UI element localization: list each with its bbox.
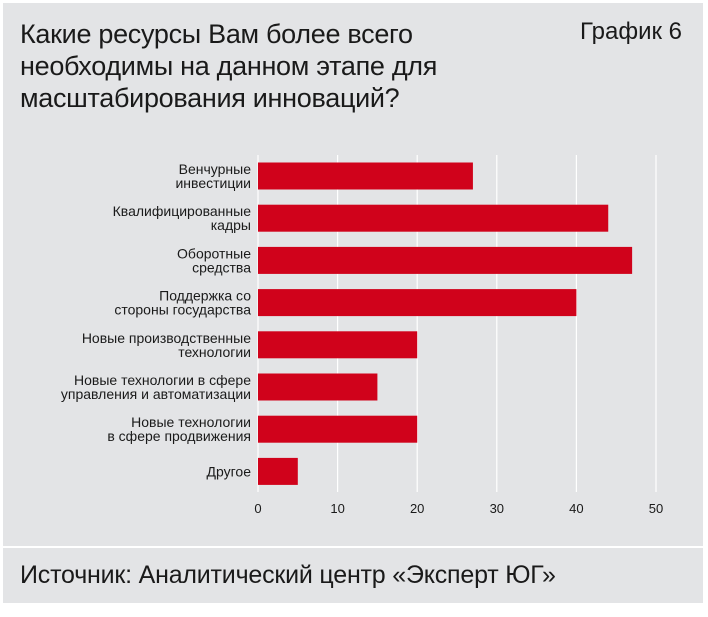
category-label: Новые технологии в сфере [74,372,251,388]
category-label: Новые технологии [131,414,251,430]
footer-panel [3,548,703,603]
category-label: технологии [178,344,251,360]
category-label: стороны государства [114,302,251,318]
x-tick-label: 10 [330,501,344,516]
bar [258,289,577,317]
category-label: инвестиции [175,175,251,191]
category-label: Квалифицированные [113,203,252,219]
bar [258,457,298,485]
divider [3,546,703,548]
category-label: в сфере продвижения [107,428,251,444]
title-line-2: необходимы на данном этапе для [20,51,438,81]
title-line-3: масштабирования инноваций? [20,83,400,113]
category-label: Поддержка со [159,288,251,304]
chart-number: График 6 [579,18,682,45]
x-tick-label: 40 [569,501,583,516]
bar [258,246,633,274]
source-note: Источник: Аналитический центр «Эксперт Ю… [20,561,556,589]
category-label: Другое [207,463,252,479]
x-tick-label: 20 [410,501,424,516]
bar [258,373,378,401]
bar [258,415,418,443]
chart-title: Какие ресурсы Вам более всего необходимы… [20,18,540,114]
category-label: Венчурные [179,161,252,177]
bar [258,204,609,232]
chart-panel [3,3,703,547]
bar [258,331,418,359]
x-tick-label: 30 [490,501,504,516]
category-label: Оборотные [177,245,251,261]
title-line-1: Какие ресурсы Вам более всего [20,19,413,49]
category-label: средства [192,259,251,275]
category-label: Новые производственные [82,330,251,346]
x-tick-label: 0 [254,501,261,516]
category-label: кадры [211,217,251,233]
x-tick-label: 50 [649,501,663,516]
bar [258,162,473,190]
category-label: управления и автоматизации [61,386,251,402]
